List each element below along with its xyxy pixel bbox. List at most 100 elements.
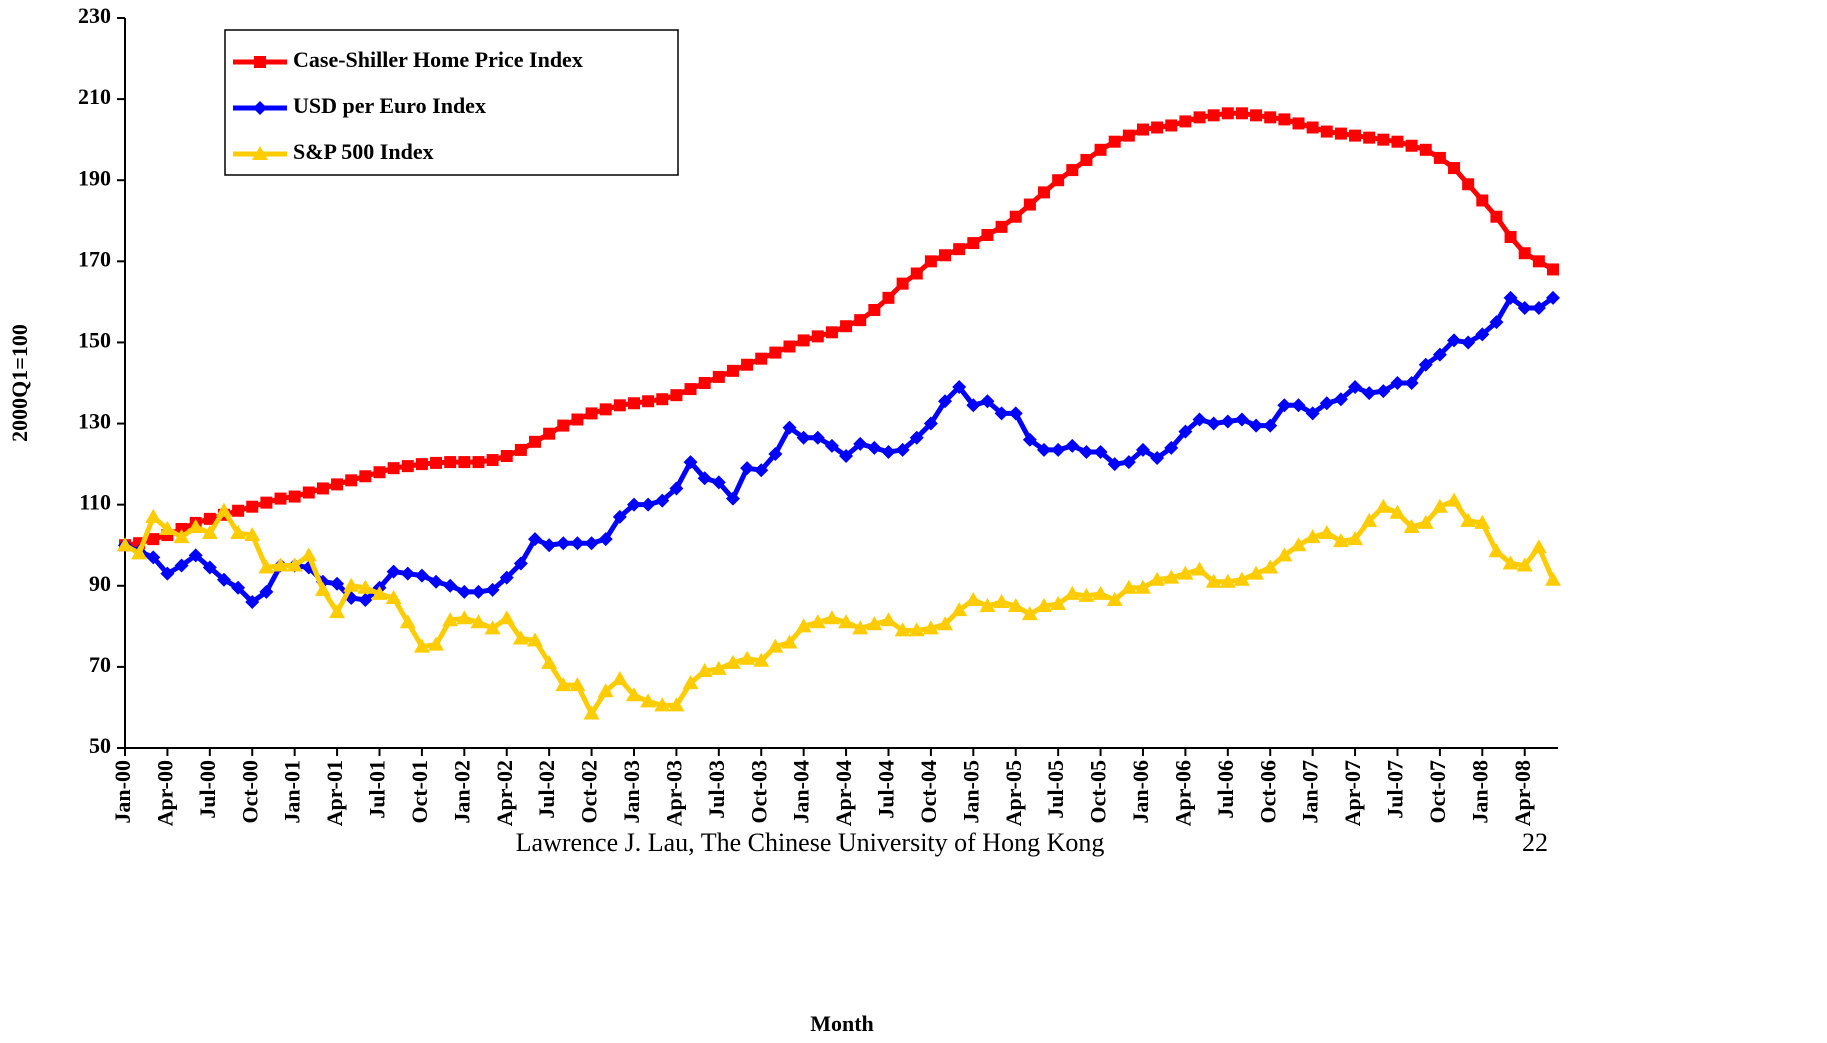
data-point [1122, 129, 1135, 142]
data-point [1502, 555, 1519, 570]
data-point [1290, 537, 1307, 552]
data-point [626, 497, 641, 512]
data-point [938, 394, 953, 409]
data-point [1108, 135, 1121, 148]
data-point [159, 521, 176, 535]
data-point [472, 456, 485, 469]
legend-box [224, 29, 679, 176]
data-point [1461, 335, 1476, 350]
y-tick-label: 230 [78, 3, 111, 28]
data-point [1080, 153, 1093, 166]
data-point [1207, 109, 1220, 122]
data-point [682, 675, 699, 690]
data-point [1022, 432, 1037, 447]
data-point [726, 364, 739, 377]
data-point [583, 705, 600, 720]
x-tick-label: Oct-07 [1425, 760, 1450, 824]
y-tick-label: 70 [89, 652, 111, 677]
x-tick-label: Oct-02 [577, 760, 602, 824]
data-point [1008, 406, 1023, 421]
data-point [1333, 392, 1348, 407]
data-point [1066, 164, 1079, 177]
data-point [1403, 518, 1420, 533]
data-point [458, 456, 471, 469]
data-point [1234, 412, 1249, 427]
data-point [1504, 231, 1517, 243]
x-tick-label: Jan-02 [449, 760, 474, 824]
data-point [894, 622, 911, 637]
data-point [867, 440, 882, 455]
data-point [1432, 347, 1447, 362]
data-point [1263, 418, 1278, 433]
data-point [1304, 529, 1321, 544]
data-point [430, 456, 443, 469]
data-point [428, 636, 445, 651]
data-point [994, 406, 1009, 421]
data-point [203, 512, 216, 525]
data-point [980, 394, 995, 409]
data-point [147, 533, 160, 546]
data-point [584, 536, 599, 551]
data-point [1305, 406, 1320, 421]
data-point [923, 416, 938, 431]
y-axis-title: 2000Q1=100 [7, 324, 32, 442]
data-point [598, 532, 613, 547]
data-point [442, 612, 459, 627]
data-point [1219, 573, 1236, 588]
data-point [839, 449, 854, 463]
data-point [131, 545, 148, 560]
data-point [753, 652, 770, 667]
data-point [1277, 398, 1292, 413]
data-point [654, 697, 671, 712]
x-tick-label: Jul-01 [365, 760, 390, 819]
data-point [1348, 380, 1363, 395]
data-point [541, 654, 558, 669]
data-point [698, 377, 711, 389]
data-point [951, 602, 968, 617]
data-point [1546, 290, 1560, 305]
data-point [922, 620, 939, 635]
data-point [725, 491, 740, 506]
data-point [1037, 442, 1052, 457]
data-point [456, 610, 473, 625]
data-point [1488, 543, 1505, 558]
data-point [187, 518, 204, 533]
data-point [1319, 396, 1334, 411]
data-point [1050, 596, 1067, 611]
data-point [1221, 107, 1234, 120]
data-point [485, 582, 500, 597]
data-point [1489, 315, 1504, 330]
data-point [1362, 386, 1377, 401]
legend-marker [254, 56, 266, 68]
x-tick-label: Jan-01 [280, 760, 305, 824]
data-point [528, 532, 543, 547]
data-point [1361, 512, 1378, 527]
data-point [1503, 290, 1518, 305]
data-point [1164, 440, 1179, 455]
x-tick-label: Jul-02 [534, 760, 559, 819]
data-point [1433, 151, 1446, 164]
data-point [597, 683, 614, 698]
data-point [1065, 438, 1080, 453]
data-point [117, 537, 133, 552]
x-tick-label: Jan-07 [1298, 760, 1323, 824]
data-point [331, 478, 344, 491]
data-point [1163, 569, 1180, 584]
data-point [811, 330, 824, 343]
data-point [710, 660, 727, 675]
data-point [656, 393, 669, 406]
data-point [357, 579, 374, 594]
data-point [613, 399, 626, 412]
data-point [1038, 186, 1051, 199]
data-point [1106, 591, 1123, 606]
data-point [1093, 444, 1108, 459]
data-point [810, 430, 825, 445]
data-point [599, 403, 612, 416]
data-point [1191, 561, 1208, 576]
data-point [1248, 565, 1265, 580]
data-point [400, 566, 415, 581]
data-point [555, 677, 572, 692]
data-point [1007, 598, 1024, 613]
data-point [215, 502, 232, 517]
data-point [866, 616, 883, 631]
